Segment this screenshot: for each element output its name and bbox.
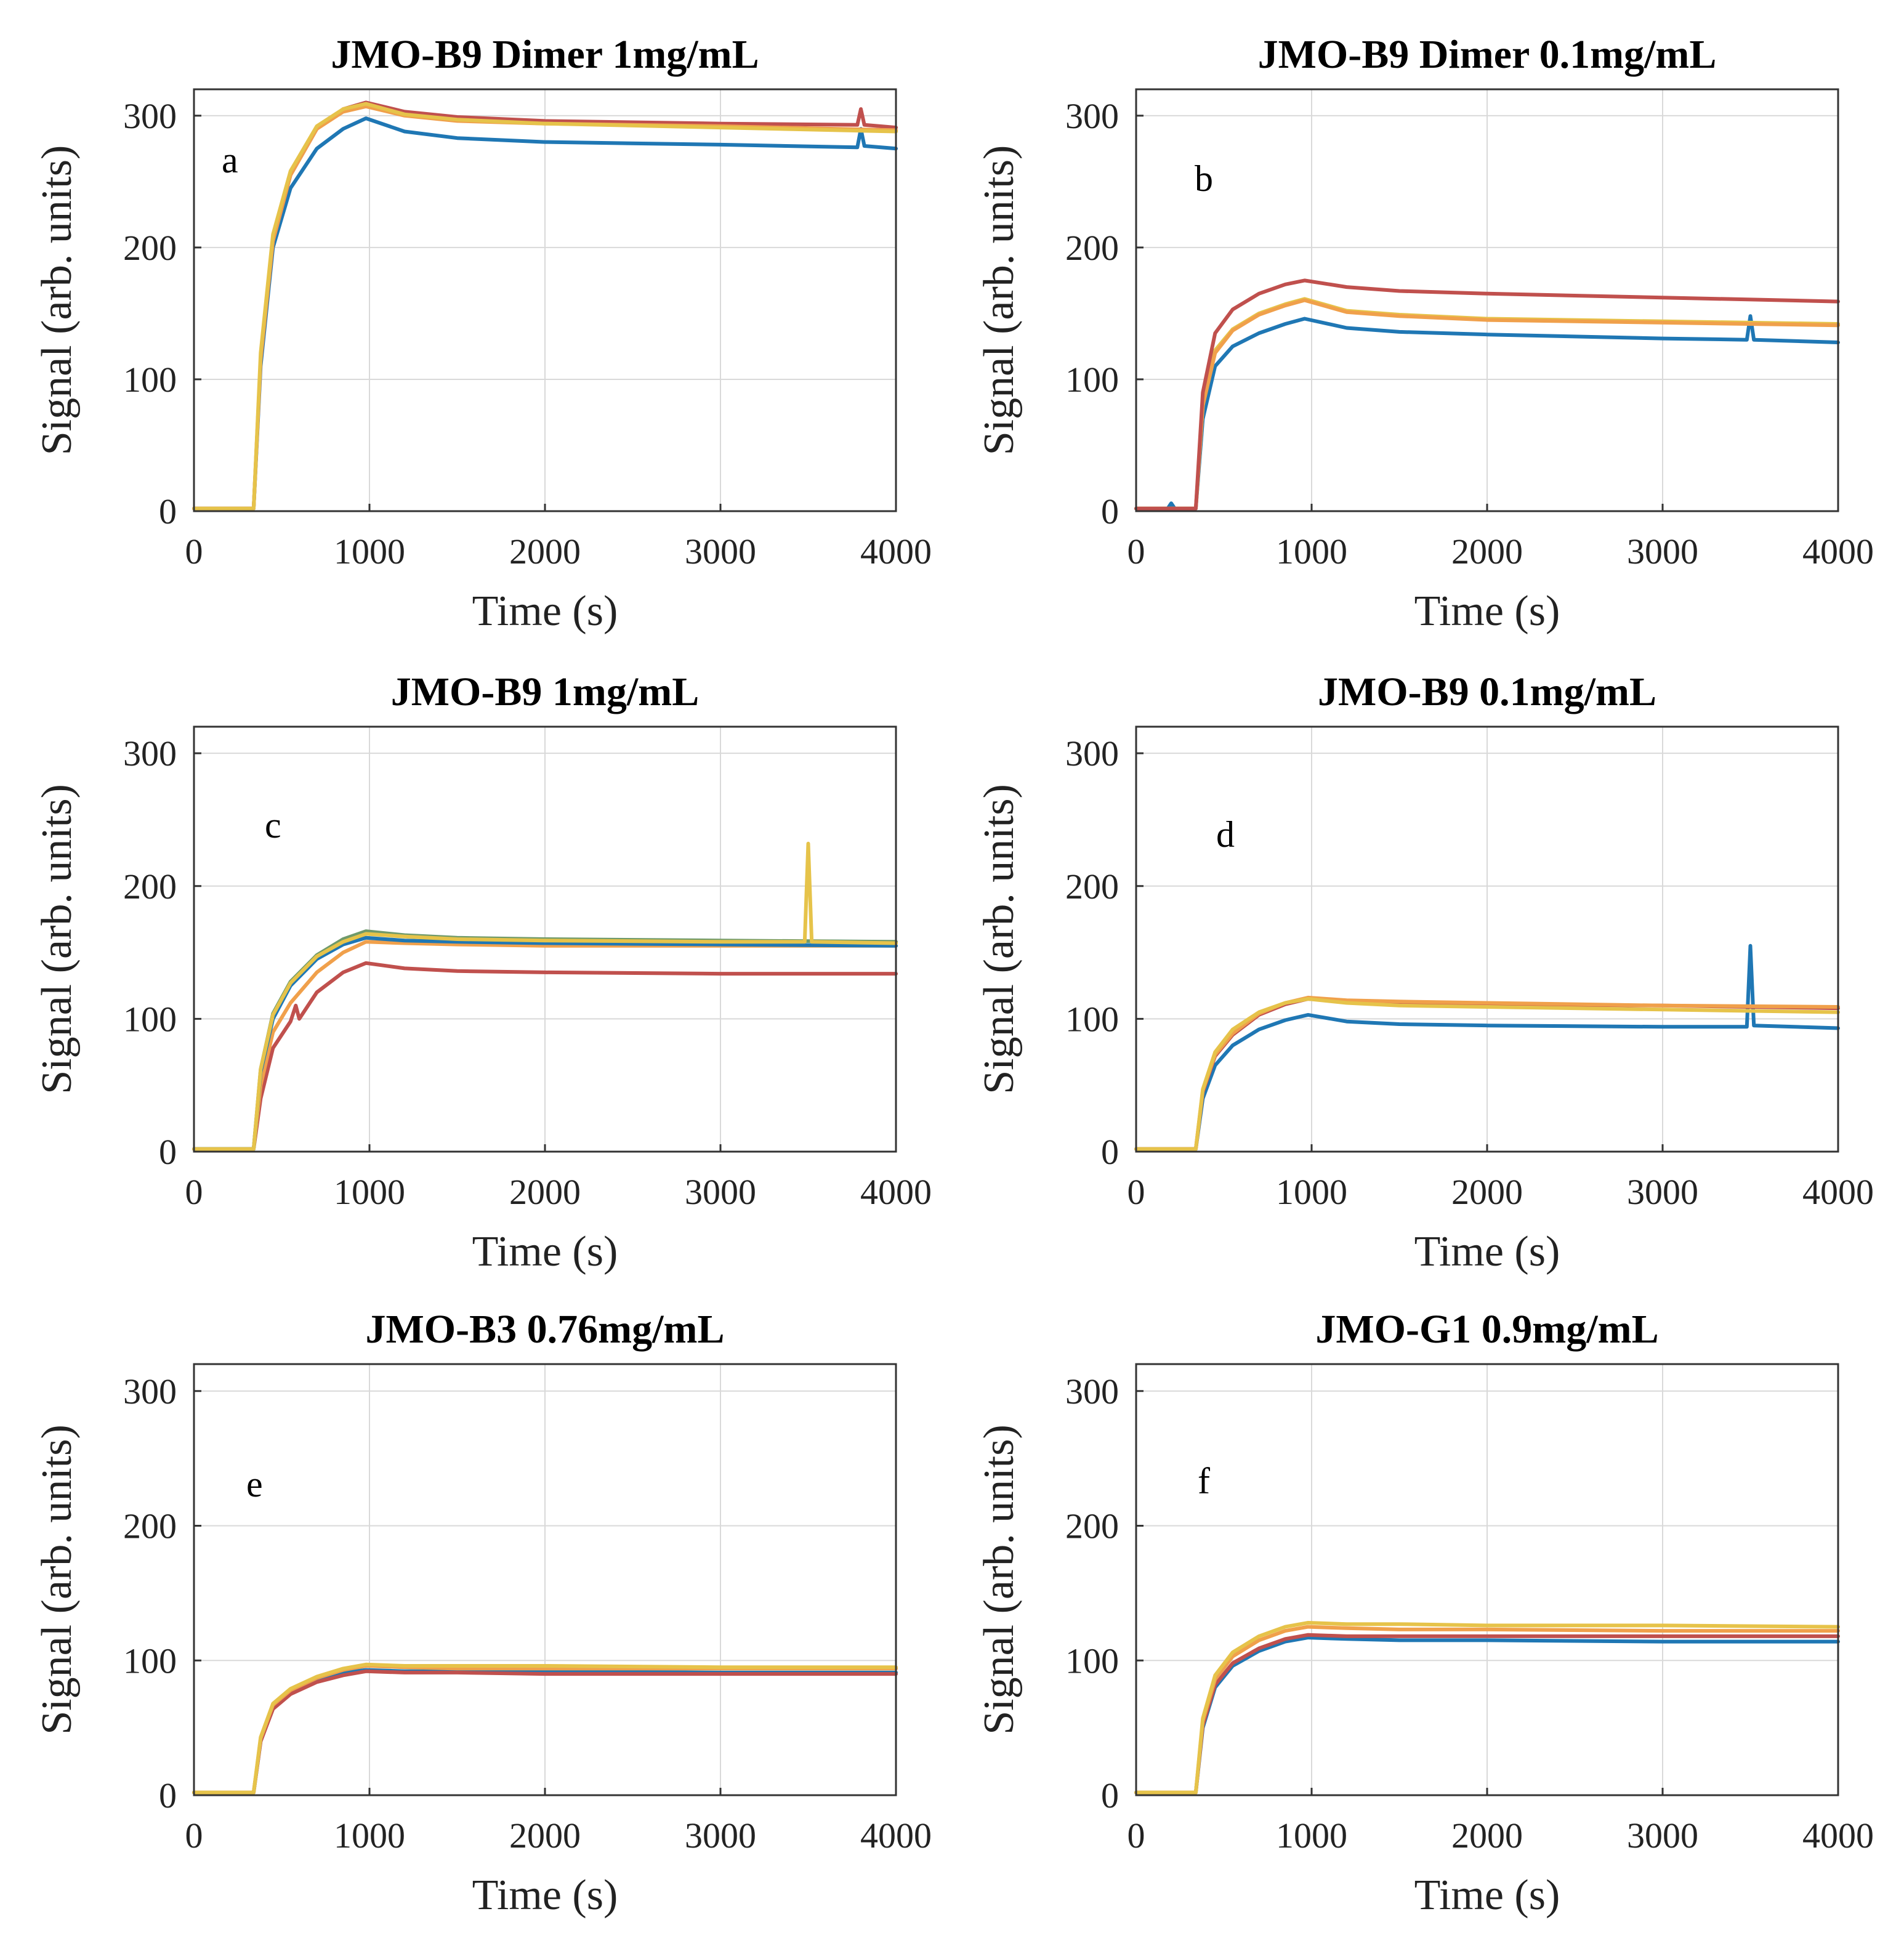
y-tick-label: 0	[1101, 1132, 1119, 1172]
y-axis-label: Signal (arb. units)	[975, 1424, 1023, 1735]
y-tick-label: 300	[1065, 1371, 1119, 1412]
x-tick-label: 2000	[1451, 1816, 1523, 1856]
x-tick-label: 0	[1127, 1172, 1145, 1212]
y-tick-label: 0	[1101, 1775, 1119, 1816]
chart-title: JMO-B9 Dimer 0.1mg/mL	[1258, 32, 1717, 77]
x-tick-label: 0	[1127, 1816, 1145, 1856]
y-tick-label: 100	[123, 1641, 177, 1681]
chart-title: JMO-B3 0.76mg/mL	[366, 1307, 725, 1352]
panel-label: c	[265, 805, 281, 846]
y-tick-label: 0	[1101, 491, 1119, 531]
x-tick-label: 3000	[1627, 1172, 1698, 1212]
panel-label: e	[246, 1464, 263, 1505]
x-tick-label: 0	[185, 1816, 203, 1856]
y-axis-label: Signal (arb. units)	[33, 145, 81, 456]
x-tick-label: 4000	[1802, 1816, 1874, 1856]
y-tick-label: 300	[123, 733, 177, 774]
y-axis-label: Signal (arb. units)	[975, 784, 1023, 1094]
x-axis-label: Time (s)	[1414, 588, 1560, 635]
series-line-yellow	[192, 102, 898, 511]
x-axis-label: Time (s)	[472, 1228, 618, 1275]
x-axis-label: Time (s)	[1414, 1228, 1560, 1275]
y-tick-label: 300	[123, 1371, 177, 1412]
panel-label: f	[1198, 1461, 1210, 1501]
x-tick-label: 3000	[685, 1172, 756, 1212]
x-tick-label: 2000	[1451, 1172, 1523, 1212]
panel-c: 0 1000 2000 3000 4000 0 100 200 300 JMO-B9 1mg/mL…	[33, 669, 932, 1275]
x-tick-label: 3000	[685, 531, 756, 572]
x-tick-label: 2000	[509, 1816, 581, 1856]
panel-label: b	[1195, 158, 1213, 199]
y-tick-label: 200	[123, 866, 177, 907]
y-tick-label: 200	[123, 228, 177, 268]
x-tick-label: 4000	[1802, 531, 1874, 572]
panel-a: 0 1000 2000 3000 4000 0 100 200 300 JMO-B9 Dimer …	[33, 32, 932, 635]
x-tick-label: 2000	[1451, 531, 1523, 572]
x-tick-label: 1000	[334, 1816, 405, 1856]
x-tick-label: 3000	[1627, 1816, 1698, 1856]
x-tick-label: 1000	[334, 531, 405, 572]
series-line-red	[1134, 278, 1840, 511]
chart-title: JMO-B9 1mg/mL	[391, 669, 699, 714]
x-tick-label: 1000	[1276, 1172, 1347, 1212]
y-tick-label: 100	[1065, 360, 1119, 400]
y-tick-label: 200	[1065, 1506, 1119, 1546]
panel-label: a	[222, 140, 238, 180]
x-axis-label: Time (s)	[472, 1872, 618, 1919]
chart-title: JMO-B9 0.1mg/mL	[1318, 669, 1656, 714]
y-tick-label: 0	[159, 1775, 177, 1816]
y-tick-label: 300	[1065, 733, 1119, 774]
x-tick-label: 2000	[509, 1172, 581, 1212]
x-tick-label: 4000	[860, 531, 932, 572]
x-tick-label: 4000	[1802, 1172, 1874, 1212]
y-tick-label: 100	[1065, 1641, 1119, 1681]
x-tick-label: 0	[185, 531, 203, 572]
y-tick-label: 0	[159, 491, 177, 531]
y-tick-label: 200	[123, 1506, 177, 1546]
x-axis-label: Time (s)	[1414, 1872, 1560, 1919]
y-tick-label: 0	[159, 1132, 177, 1172]
x-tick-label: 3000	[685, 1816, 756, 1856]
x-tick-label: 0	[185, 1172, 203, 1212]
x-axis-label: Time (s)	[472, 588, 618, 635]
x-tick-label: 3000	[1627, 531, 1698, 572]
series-line-yellow	[192, 1662, 898, 1795]
chart-title: JMO-B9 Dimer 1mg/mL	[331, 32, 759, 77]
y-axis-label: Signal (arb. units)	[33, 1424, 81, 1735]
series-line-yellow	[1134, 997, 1840, 1151]
chart-title: JMO-G1 0.9mg/mL	[1315, 1307, 1658, 1352]
x-tick-label: 1000	[1276, 1816, 1347, 1856]
panel-d: 0 1000 2000 3000 4000 0 100 200 300 JMO-B9 0.1mg/…	[975, 669, 1874, 1275]
panel-e: 0 1000 2000 3000 4000 0 100 200 300 JMO-B3 0.76mg…	[33, 1307, 932, 1919]
y-tick-label: 100	[1065, 999, 1119, 1039]
panel-label: d	[1216, 814, 1235, 855]
series-line-blue	[1134, 943, 1840, 1151]
y-tick-label: 200	[1065, 866, 1119, 907]
x-tick-label: 4000	[860, 1172, 932, 1212]
series-line-yellow	[1134, 1621, 1840, 1795]
y-tick-label: 200	[1065, 228, 1119, 268]
y-axis-label: Signal (arb. units)	[975, 145, 1023, 456]
series-line-yellow	[192, 841, 898, 1151]
x-tick-label: 4000	[860, 1816, 932, 1856]
x-tick-label: 1000	[1276, 531, 1347, 572]
panel-b: 0 1000 2000 3000 4000 0 100 200 300 JMO-B9 Dimer …	[975, 32, 1874, 635]
x-tick-label: 0	[1127, 531, 1145, 572]
y-tick-label: 300	[1065, 96, 1119, 136]
y-tick-label: 300	[123, 96, 177, 136]
y-axis-label: Signal (arb. units)	[33, 784, 81, 1094]
y-tick-label: 100	[123, 360, 177, 400]
x-tick-label: 2000	[509, 531, 581, 572]
x-tick-label: 1000	[334, 1172, 405, 1212]
series-line-red	[192, 961, 898, 1151]
panel-f: 0 1000 2000 3000 4000 0 100 200 300 JMO-G1 0.9mg/…	[975, 1307, 1874, 1919]
y-tick-label: 100	[123, 999, 177, 1039]
